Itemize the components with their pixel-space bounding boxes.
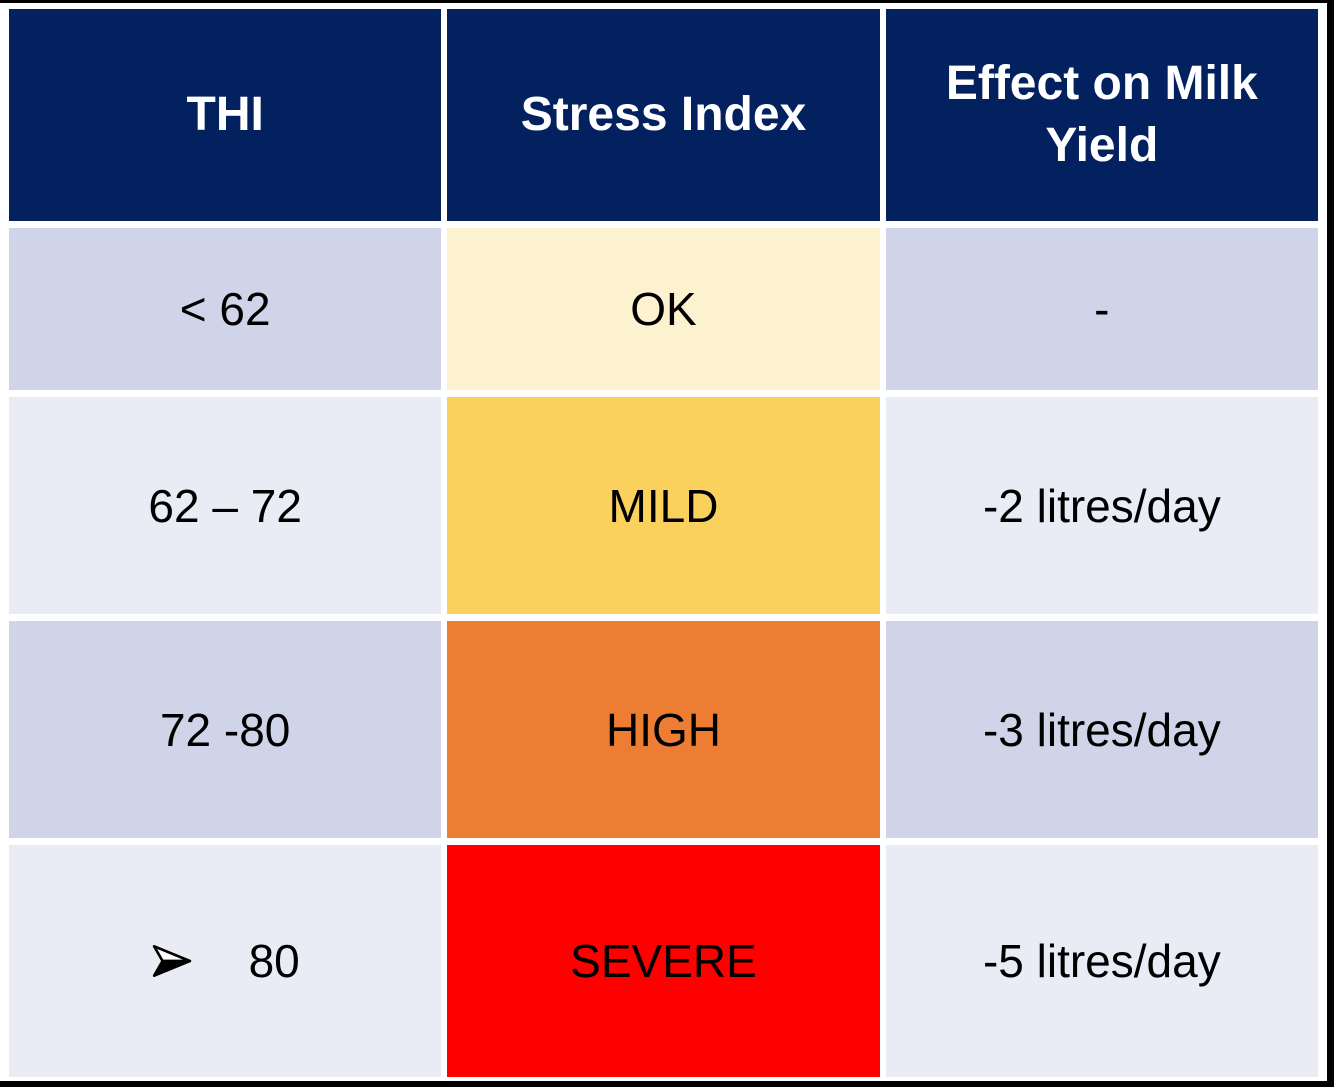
cell-thi-row1: < 62 bbox=[9, 228, 442, 390]
cell-stress-mild: MILD bbox=[447, 397, 880, 614]
header-cell-effect-on-milk-yield: Effect on Milk Yield bbox=[885, 9, 1318, 221]
cell-thi-row2: 62 – 72 bbox=[9, 397, 442, 614]
cell-stress-high: HIGH bbox=[447, 621, 880, 838]
arrowhead-bullet-icon bbox=[151, 943, 193, 979]
cell-effect-row3: -3 litres/day bbox=[885, 621, 1318, 838]
cell-effect-row4: -5 litres/day bbox=[885, 845, 1318, 1077]
cell-effect-row2: -2 litres/day bbox=[885, 397, 1318, 614]
cell-effect-row1: - bbox=[885, 228, 1318, 390]
header-cell-thi: THI bbox=[9, 9, 442, 221]
cell-stress-severe: SEVERE bbox=[447, 845, 880, 1077]
cell-thi-row3: 72 -80 bbox=[9, 621, 442, 838]
cell-thi-row4: 80 bbox=[9, 845, 442, 1077]
cell-stress-ok: OK bbox=[447, 228, 880, 390]
thi-stress-table: THI Stress Index Effect on Milk Yield < … bbox=[9, 9, 1318, 1077]
cell-thi-row4-value: 80 bbox=[248, 935, 300, 987]
header-cell-stress-index: Stress Index bbox=[447, 9, 880, 221]
